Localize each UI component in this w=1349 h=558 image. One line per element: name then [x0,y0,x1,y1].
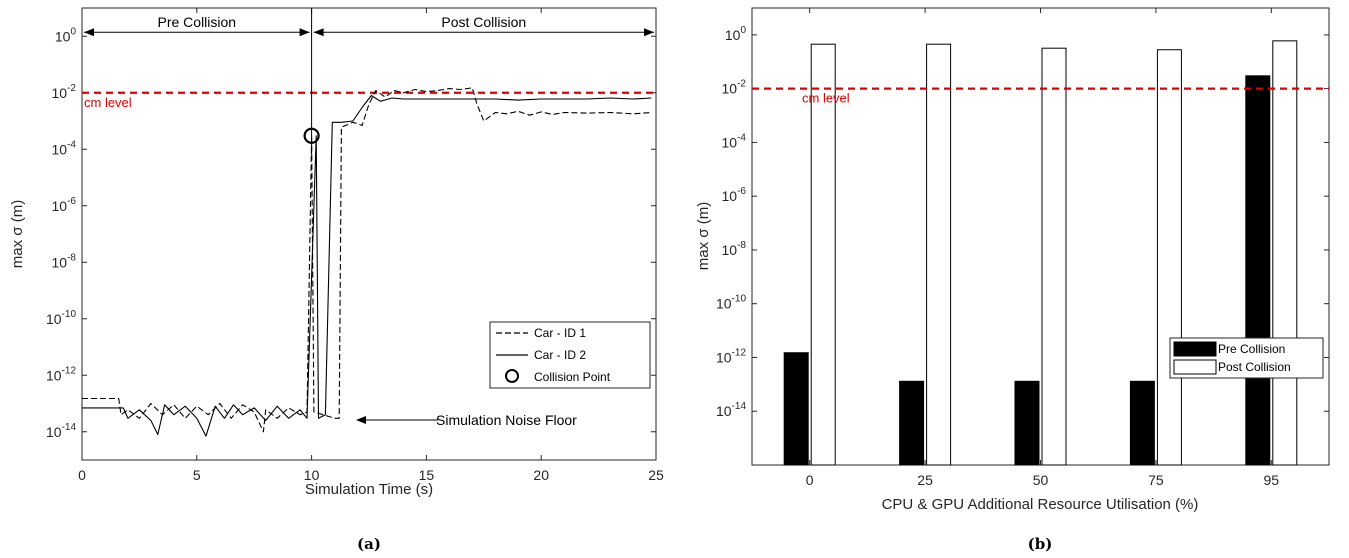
cm-level-label-b: cm level [802,91,850,106]
x-tick-label-b: 75 [1148,472,1164,488]
bar-pre-collision [1014,380,1040,466]
x-tick-label-a: 15 [419,467,435,483]
legend-car2: Car - ID 2 [534,348,586,362]
y-tick-label-b: 10-2 [722,79,747,97]
y-tick-label-a: 10-12 [46,365,76,383]
y-ticks-b: 100 10-2 10-4 10-6 10-8 10-10 10-12 10-14 [716,25,1329,419]
y-tick-label-b: 10-4 [722,132,747,150]
legend-pre-swatch [1173,341,1217,357]
bar-post-collision [810,43,836,466]
plot-area-b [751,7,1330,466]
x-tick-label-a: 0 [78,467,86,483]
y-tick-label-a: 10-8 [52,252,77,270]
y-tick-label-b: 100 [725,25,747,43]
y-tick-label-a: 10-6 [52,196,77,214]
panel-b: 100 10-2 10-4 10-6 10-8 10-10 10-12 10-14 0 25 50… [695,7,1330,553]
collision-point-marker [303,127,320,144]
legend-a: Car - ID 1 Car - ID 2 Collision Point [489,321,651,389]
x-tick-label-b: 95 [1264,472,1280,488]
y-tick-label-b: 10-8 [722,240,747,258]
bar-post-collision [926,43,952,466]
series-car-id-1 [82,87,652,433]
bar-post-collision [1156,49,1182,466]
x-tick-label-a: 5 [193,467,201,483]
bar-pre-collision [1129,380,1155,466]
y-tick-label-b: 10-12 [716,347,746,365]
y-axis-label-a: max σ (m) [9,200,26,268]
bar-post-collision [1041,47,1067,466]
x-tick-label-b: 50 [1033,472,1049,488]
y-tick-label-b: 10-10 [716,294,746,312]
caption-a: (a) [357,535,381,553]
caption-b: (b) [1028,535,1053,553]
bar-pre-collision [783,352,809,466]
legend-car1: Car - ID 1 [534,326,586,340]
panel-a: 100 10-2 10-4 10-6 10-8 10-10 10-12 10-14 0 5 10 1… [9,7,664,553]
series-lines-a [82,87,652,437]
y-tick-label-a: 10-10 [46,309,76,327]
bar-pre-collision [1245,75,1271,466]
x-tick-label-b: 25 [917,472,933,488]
y-tick-label-b: 10-14 [716,401,746,419]
y-tick-label-b: 10-6 [722,186,747,204]
legend-post: Post Collision [1218,360,1291,374]
pre-collision-label: Pre Collision [158,14,237,30]
pre-arrow-right-head [299,28,310,37]
x-tick-label-a: 25 [648,467,664,483]
y-ticks-a: 100 10-2 10-4 10-6 10-8 10-10 10-12 10-14 [46,26,656,440]
bar-pre-collision [899,380,925,466]
y-tick-label-a: 10-14 [46,422,76,440]
legend-collision: Collision Point [534,370,611,384]
bars-b [783,40,1298,466]
noise-floor-annotation: Simulation Noise Floor [356,412,577,428]
pre-arrow-left-head [84,28,94,37]
plot-area-a [81,7,657,461]
x-tick-label-a: 10 [304,467,320,483]
series-car-id-2 [82,94,652,437]
y-tick-label-a: 10-2 [52,83,77,101]
noise-arrow-head [356,416,366,424]
x-axis-label-a: Simulation Time (s) [305,481,433,498]
x-ticks-b: 0 25 50 75 95 [806,8,1279,488]
x-tick-label-b: 0 [806,472,814,488]
cm-level-label-a: cm level [84,95,132,110]
post-arrow-left-head [313,28,324,37]
y-tick-label-a: 10-4 [52,139,77,157]
x-axis-label-b: CPU & GPU Additional Resource Utilisatio… [882,496,1199,513]
post-collision-label: Post Collision [441,14,526,30]
legend-post-swatch [1173,359,1217,375]
y-axis-label-b: max σ (m) [695,202,712,270]
legend-circle-swatch [505,369,519,383]
noise-floor-label: Simulation Noise Floor [436,412,577,428]
legend-pre: Pre Collision [1218,342,1285,356]
bar-post-collision [1272,40,1298,466]
y-tick-label-a: 100 [55,26,77,44]
legend-b: Pre Collision Post Collision [1169,337,1324,379]
region-arrows [84,28,654,37]
x-tick-label-a: 20 [533,467,549,483]
post-arrow-right-head [644,28,654,37]
